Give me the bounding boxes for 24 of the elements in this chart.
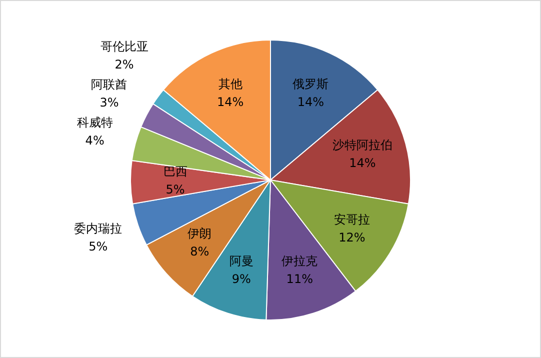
slice-label: 安哥拉 — [334, 212, 370, 226]
slice-label: 科威特 — [76, 116, 113, 130]
slice-label: 阿曼 — [229, 254, 254, 268]
data-label: 4% — [85, 134, 104, 148]
slice-label: 哥伦比亚 — [100, 40, 148, 54]
slice-label: 伊朗 — [188, 226, 212, 241]
data-label: 5% — [88, 240, 108, 254]
data-label: 14% — [217, 94, 244, 109]
data-label: 11% — [286, 272, 313, 286]
slice-label: 委内瑞拉 — [74, 222, 122, 236]
data-label: 2% — [114, 58, 134, 72]
data-label: 14% — [349, 156, 376, 170]
data-label: 9% — [232, 272, 251, 286]
data-label: 3% — [100, 96, 119, 110]
data-label: 12% — [338, 230, 366, 244]
slice-label: 沙特阿拉伯 — [332, 138, 392, 152]
slice-label: 伊拉克 — [282, 254, 318, 268]
slice-label: 俄罗斯 — [292, 76, 329, 91]
slice-label: 阿联酋 — [91, 78, 128, 92]
data-label: 8% — [190, 244, 210, 259]
data-label: 5% — [166, 182, 185, 197]
data-label: 14% — [297, 94, 324, 109]
slice-label: 其他 — [218, 76, 242, 91]
slice-label: 巴西 — [163, 164, 188, 179]
